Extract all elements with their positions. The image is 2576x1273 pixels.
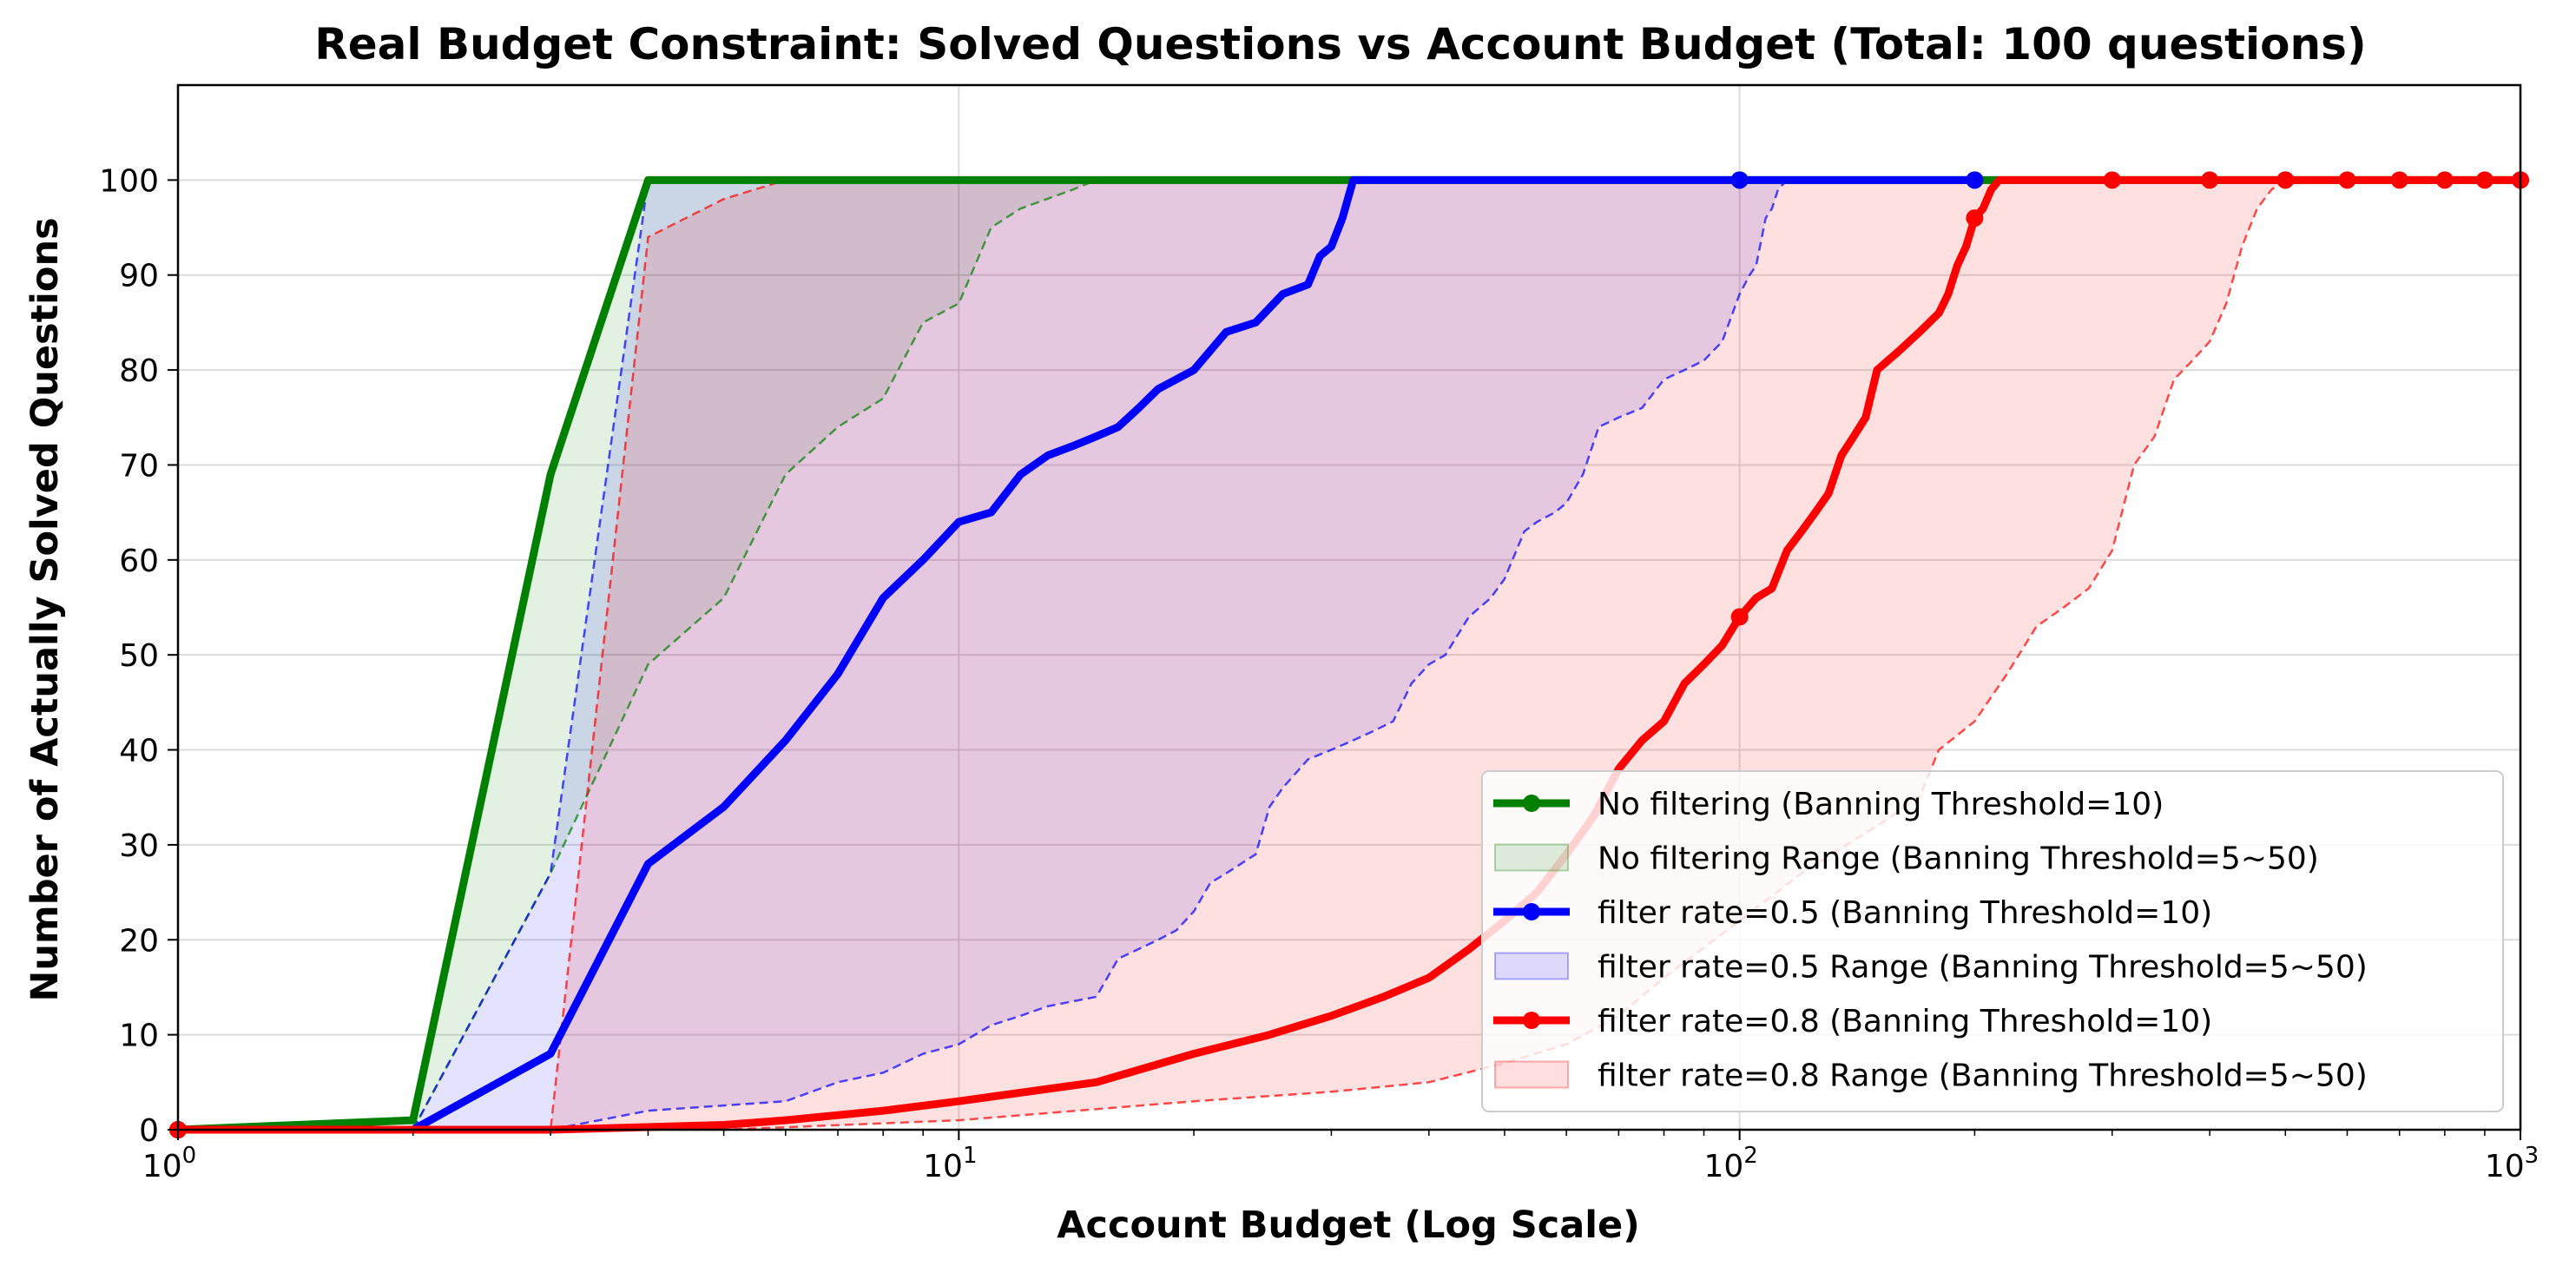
legend-marker-swatch (1523, 1012, 1540, 1029)
range-lower-boundary (178, 179, 2287, 1131)
y-tick-label: 40 (119, 734, 159, 769)
x-tick-label: 102 (1703, 1143, 1757, 1184)
series-line (174, 175, 1979, 1134)
legend-label: No filtering Range (Banning Threshold=5~… (1598, 841, 2319, 877)
x-tick-label: 103 (2485, 1143, 2539, 1184)
legend-patch-swatch (1494, 952, 1569, 980)
legend-label: filter rate=0.5 Range (Banning Threshold… (1598, 950, 2368, 986)
chart-title: Real Budget Constraint: Solved Questions… (314, 19, 2366, 69)
series-marker (1730, 608, 1749, 626)
series-marker (1966, 209, 1984, 228)
legend-label: filter rate=0.5 (Banning Threshold=10) (1598, 895, 2212, 931)
series-lines (169, 171, 2529, 1138)
x-axis-label: Account Budget (Log Scale) (1057, 1204, 1640, 1247)
series-marker (2475, 171, 2494, 189)
legend-label: filter rate=0.8 Range (Banning Threshold… (1598, 1059, 2368, 1094)
series-marker (2338, 171, 2356, 189)
legend: No filtering (Banning Threshold=10) No fi… (1481, 770, 2504, 1112)
range-fill (178, 180, 1788, 1130)
legend-label: filter rate=0.8 (Banning Threshold=10) (1598, 1004, 2212, 1039)
legend-patch-swatch (1494, 1060, 1569, 1089)
y-tick-label: 90 (119, 259, 159, 294)
range-fill (412, 180, 1097, 1130)
y-tick-label: 100 (99, 163, 159, 199)
plot-frame (176, 83, 2522, 1131)
ticks: 0 10 20 30 40 50 60 70 80 90 100 100 101 102 103 (99, 163, 2539, 1184)
range-lower-boundary (412, 179, 1097, 1131)
legend-box (1481, 770, 2504, 1112)
x-tick-label: 101 (923, 1143, 977, 1184)
series-line (174, 175, 2525, 1134)
y-tick-label: 20 (119, 923, 159, 959)
legend-patch-swatch (1494, 843, 1569, 872)
series-marker (2390, 171, 2408, 189)
y-tick-label: 60 (119, 544, 159, 579)
y-tick-label: 30 (119, 828, 159, 864)
series-marker (2103, 171, 2121, 189)
series-marker (2435, 171, 2454, 189)
y-tick-label: 70 (119, 448, 159, 484)
legend-marker-swatch (1523, 795, 1540, 812)
legend-label: No filtering (Banning Threshold=10) (1598, 787, 2164, 822)
y-axis-label: Number of Actually Solved Questions (23, 217, 67, 1001)
y-tick-label: 80 (119, 353, 159, 389)
y-tick-label: 50 (119, 638, 159, 674)
y-tick-label: 10 (119, 1019, 159, 1054)
x-tick-label: 100 (142, 1143, 196, 1184)
series-marker (1730, 171, 1749, 189)
series-marker (2276, 171, 2295, 189)
y-tick-label: 0 (139, 1113, 159, 1149)
series-marker (2201, 171, 2219, 189)
legend-marker-swatch (1523, 903, 1540, 920)
series-marker (1966, 171, 1984, 189)
range-lower-boundary (178, 179, 1789, 1131)
